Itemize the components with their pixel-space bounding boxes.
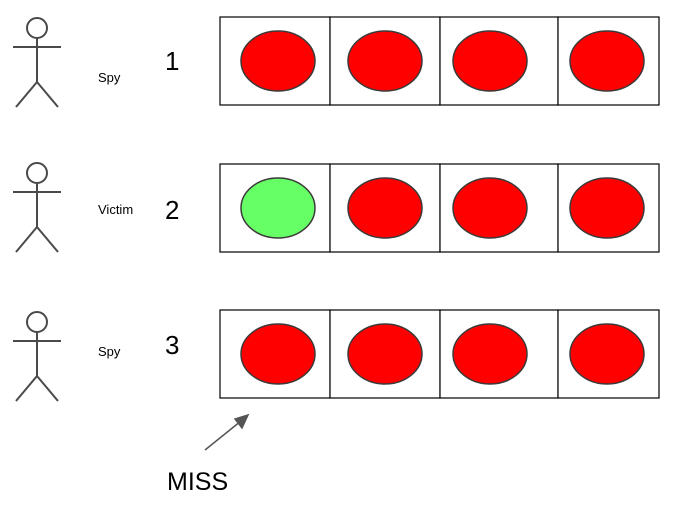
step-number: 1 bbox=[165, 46, 179, 76]
slot-ball bbox=[347, 30, 423, 92]
row-2: Victim 2 bbox=[13, 162, 660, 253]
step-number: 3 bbox=[165, 330, 179, 360]
stick-figure-icon bbox=[13, 17, 61, 108]
slot-ball bbox=[347, 323, 423, 385]
slot-ball bbox=[452, 30, 528, 92]
slot-ball bbox=[569, 30, 645, 92]
slot-ball bbox=[569, 177, 645, 239]
miss-pointer-arrow bbox=[204, 413, 250, 451]
cache-set bbox=[219, 16, 660, 106]
slot-ball bbox=[569, 323, 645, 385]
row-1: Spy 1 bbox=[13, 16, 660, 108]
stick-figure-icon bbox=[13, 162, 61, 253]
row-3: Spy 3 bbox=[13, 309, 660, 402]
miss-label: MISS bbox=[167, 468, 228, 496]
slot-ball bbox=[452, 323, 528, 385]
role-label: Spy bbox=[98, 70, 121, 85]
cache-set bbox=[219, 309, 660, 399]
stick-figure-icon bbox=[13, 311, 61, 402]
slot-ball bbox=[240, 323, 316, 385]
slot-ball bbox=[452, 177, 528, 239]
slot-ball bbox=[240, 30, 316, 92]
cache-set bbox=[219, 163, 660, 253]
role-label: Victim bbox=[98, 202, 133, 217]
slot-ball bbox=[347, 177, 423, 239]
step-number: 2 bbox=[165, 195, 179, 225]
slot-ball bbox=[240, 177, 316, 239]
role-label: Spy bbox=[98, 344, 121, 359]
